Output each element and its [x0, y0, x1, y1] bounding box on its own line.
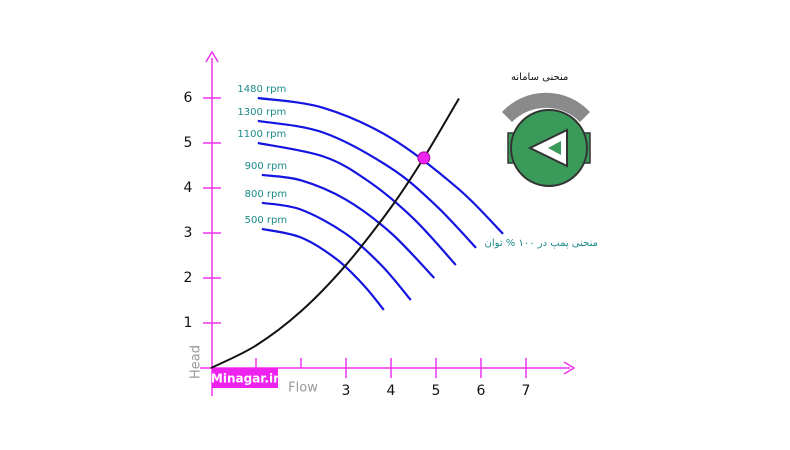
x-tick-label: 3 [342, 383, 351, 399]
series-label: 500 rpm [245, 215, 287, 226]
y-tick-label: 3 [184, 225, 193, 241]
x-tick-label: 5 [432, 383, 441, 399]
y-arrow [205, 50, 219, 63]
watermark: Minagar.ir [211, 372, 279, 386]
curve [257, 119, 477, 249]
y-axis-label: Head [189, 345, 204, 379]
x-arrow [563, 361, 576, 375]
y-tick-label: 1 [184, 315, 193, 331]
curve [261, 227, 385, 311]
series-label: 900 rpm [245, 161, 287, 172]
system-curve-label: منحنی سامانه [511, 72, 568, 83]
curve [261, 173, 435, 279]
series-label: 1300 rpm [237, 107, 286, 118]
y-tick-label: 6 [184, 90, 193, 106]
y-tick-label: 5 [184, 135, 193, 151]
y-tick-label: 2 [184, 270, 193, 286]
pump-curve-label: منحنی پمپ در ۱۰۰ % توان [485, 238, 598, 249]
series-label: 1100 rpm [237, 129, 286, 140]
series-label: 800 rpm [245, 189, 287, 200]
x-axis-label: Flow [288, 381, 318, 396]
pump-icon [502, 92, 591, 187]
x-tick-label: 4 [387, 383, 396, 399]
x-tick-label: 6 [477, 383, 486, 399]
curve [257, 96, 504, 235]
operating-point [417, 151, 431, 165]
x-tick-label: 7 [522, 383, 531, 399]
pump-cover [502, 92, 590, 122]
watermark-box [212, 368, 278, 388]
pump-arrow-inner [548, 141, 561, 155]
curve [257, 141, 457, 266]
curve [261, 201, 412, 301]
y-tick-label: 4 [184, 180, 193, 196]
series-label: 1480 rpm [237, 84, 286, 95]
